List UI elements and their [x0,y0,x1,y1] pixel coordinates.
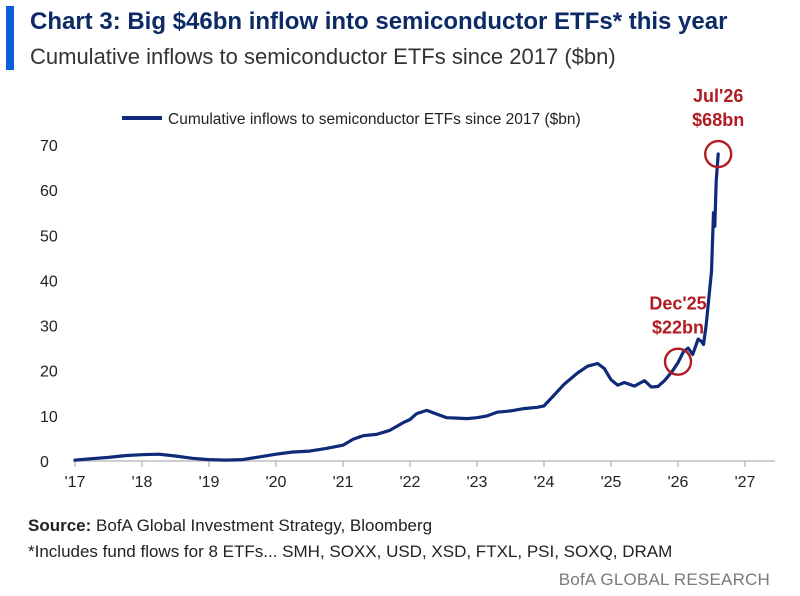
y-tick-label: 30 [40,319,58,336]
y-tick-label: 20 [40,364,58,381]
source-line: Source: BofA Global Investment Strategy,… [28,516,432,536]
x-tick-label: '21 [333,474,354,491]
annotation-date-label: Dec'25 [649,294,706,314]
y-tick-label: 0 [40,454,49,471]
source-label: Source: [28,516,92,535]
annotation-date-label: Jul'26 [693,86,743,106]
chart-title: Chart 3: Big $46bn inflow into semicondu… [30,8,728,35]
x-tick-label: '18 [132,474,153,491]
annotation-value-label: $68bn [692,110,744,130]
y-tick-label: 50 [40,228,58,245]
title-accent-bar [6,6,14,70]
footnote: *Includes fund flows for 8 ETFs... SMH, … [28,542,673,561]
chart-subtitle: Cumulative inflows to semiconductor ETFs… [30,44,616,69]
annotation-circle [704,139,733,169]
y-tick-label: 70 [40,138,58,155]
x-tick-label: '19 [199,474,220,491]
x-tick-label: '26 [668,474,689,491]
line-chart: 0 10 20 30 40 50 60 70 '17 '18 '19 '20 '21 '22 '23 '24 '… [40,86,775,491]
x-tick-label: '27 [735,474,756,491]
series-line [73,152,720,462]
x-tick-label: '20 [266,474,287,491]
brand-label: BofA GLOBAL RESEARCH [558,570,770,589]
x-tick-label: '17 [65,474,86,491]
legend-label: Cumulative inflows to semiconductor ETFs… [168,111,581,128]
y-tick-label: 60 [40,183,58,200]
x-tick-label: '23 [467,474,488,491]
y-tick-label: 10 [40,409,58,426]
x-tick-label: '22 [400,474,421,491]
annotation-value-label: $22bn [652,318,704,338]
annotation-circle [663,347,693,376]
x-tick-label: '24 [534,474,555,491]
y-tick-label: 40 [40,273,58,290]
source-text: BofA Global Investment Strategy, Bloombe… [91,516,433,535]
x-tick-label: '25 [601,474,622,491]
